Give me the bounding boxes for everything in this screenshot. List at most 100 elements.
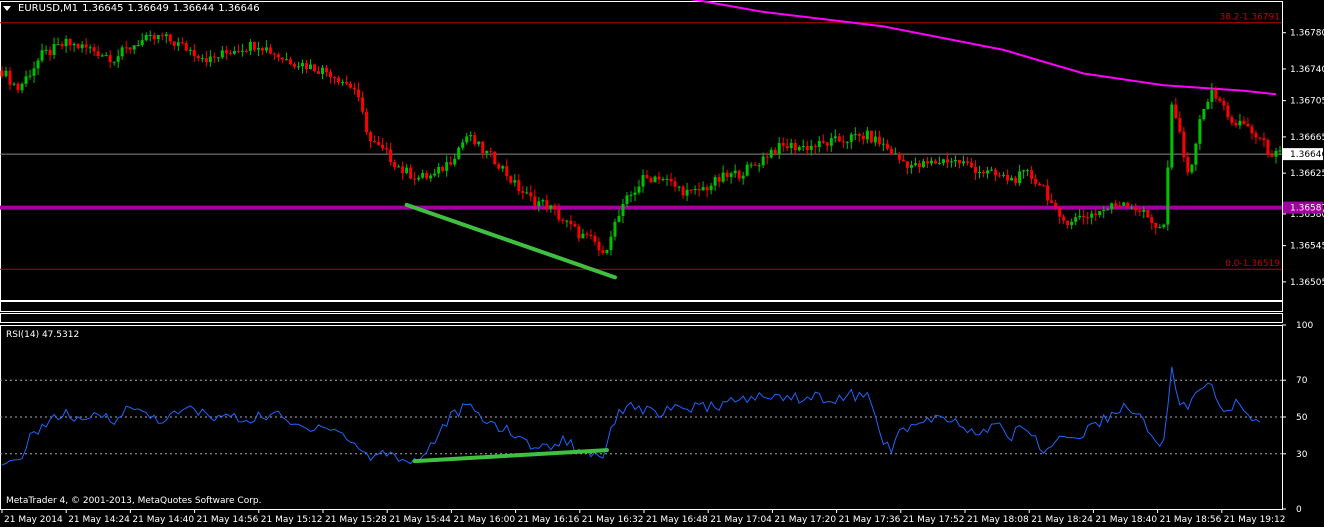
candle-bull (757, 165, 761, 167)
time-tick-label: 21 May 16:32 (582, 515, 644, 525)
candle-bear (228, 52, 232, 54)
candle-bear (1134, 207, 1138, 211)
candle-bear (573, 224, 577, 227)
rsi-tick-label: 70 (1296, 376, 1308, 386)
candle-bull (701, 187, 705, 191)
candle-bear (885, 143, 889, 149)
candle-bear (244, 50, 248, 52)
candle-bear (1242, 120, 1246, 124)
candle-bull (341, 82, 345, 84)
candle-bull (501, 166, 505, 169)
candle-bull (1162, 224, 1166, 228)
open-value: 1.36645 (82, 3, 124, 14)
candle-bull (1022, 170, 1026, 172)
candle-bull (453, 158, 457, 165)
candle-bear (345, 82, 349, 84)
candle-bear (841, 141, 845, 143)
candle-bull (637, 186, 641, 193)
candle-bear (585, 233, 589, 235)
candle-bear (529, 192, 533, 197)
candle-bull (741, 175, 745, 179)
rsi-pane[interactable]: 100 70 50 30 0 (0, 321, 1313, 515)
candle-bull (1090, 213, 1094, 218)
candle-bear (333, 77, 337, 79)
candle-bull (1158, 227, 1162, 229)
candle-bear (1214, 90, 1218, 99)
candle-bear (1254, 133, 1258, 138)
candle-bull (24, 76, 28, 84)
candle-bear (481, 141, 485, 154)
price-pane[interactable]: 1.36780 1.36740 1.36705 1.36665 1.36625 1.365… (0, 0, 1324, 301)
candle-bear (489, 150, 493, 152)
candle-bull (397, 166, 401, 168)
candle-bear (393, 162, 397, 168)
candle-bear (673, 181, 677, 187)
candle-bull (937, 163, 941, 165)
candle-bear (401, 166, 405, 173)
candle-bull (36, 60, 40, 69)
rsi-label: RSI(14) 47.5312 (6, 330, 80, 340)
candle-bear (998, 175, 1002, 177)
candle-bear (569, 220, 573, 225)
rsi-tick-label: 30 (1296, 450, 1308, 460)
candle-bear (1042, 185, 1046, 187)
candle-bull (44, 49, 48, 51)
candle-bull (549, 205, 553, 209)
candle-bull (144, 35, 148, 41)
candle-bull (216, 57, 220, 59)
dropdown-arrow-icon[interactable] (3, 6, 11, 11)
candle-bear (645, 175, 649, 179)
candle-bear (329, 72, 333, 78)
time-tick-label: 21 May 16:16 (518, 515, 580, 525)
candle-bear (877, 136, 881, 145)
candle-bull (1206, 101, 1210, 109)
candle-bull (308, 64, 312, 70)
candle-bull (296, 66, 300, 68)
candle-bull (733, 170, 737, 174)
candle-bear (857, 134, 861, 136)
copyright-text: MetaTrader 4, © 2001-2013, MetaQuotes So… (6, 496, 262, 506)
candle-bull (72, 43, 76, 46)
high-value: 1.36649 (127, 3, 169, 14)
chart-header: EURUSD,M1 1.36645 1.36649 1.36644 1.3664… (3, 3, 260, 14)
candle-bear (861, 135, 865, 140)
candle-bull (64, 38, 68, 47)
candle-bear (1246, 123, 1250, 127)
candle-bear (1150, 217, 1154, 223)
candle-bull (525, 192, 529, 194)
time-axis: 21 May 2014 21 May 14:24 21 May 14:40 21 Ma… (1, 509, 1286, 525)
candle-bull (665, 178, 669, 180)
candle-bull (893, 153, 897, 155)
candle-bull (990, 169, 994, 171)
candle-bull (429, 175, 433, 179)
pivot-price-label: 1.36587 (1290, 204, 1324, 214)
candle-bear (781, 143, 785, 146)
candle-bull (541, 200, 545, 202)
candle-bear (204, 58, 208, 63)
candle-bear (970, 162, 974, 167)
candle-bear (252, 42, 256, 50)
candle-bear (288, 59, 292, 65)
candle-bear (669, 178, 673, 182)
candle-bear (377, 142, 381, 145)
separator-pane (0, 301, 1283, 323)
candle-bear (172, 41, 176, 46)
candle-bull (1078, 215, 1082, 218)
candle-bear (96, 51, 100, 57)
rsi-line (1, 366, 1261, 466)
candle-bear (825, 142, 829, 146)
candle-bull (677, 186, 681, 188)
candle-bear (212, 56, 216, 58)
candle-bull (485, 150, 489, 154)
candle-bear (389, 149, 393, 163)
time-tick-label: 21 May 2014 (4, 515, 63, 525)
candle-bear (369, 132, 373, 142)
rsi-tick-label: 100 (1296, 321, 1313, 331)
candle-bear (268, 47, 272, 54)
candle-bull (609, 236, 613, 250)
candle-bear (905, 161, 909, 168)
candle-bull (913, 163, 917, 166)
candle-bull (729, 173, 733, 177)
candle-bear (705, 187, 709, 191)
